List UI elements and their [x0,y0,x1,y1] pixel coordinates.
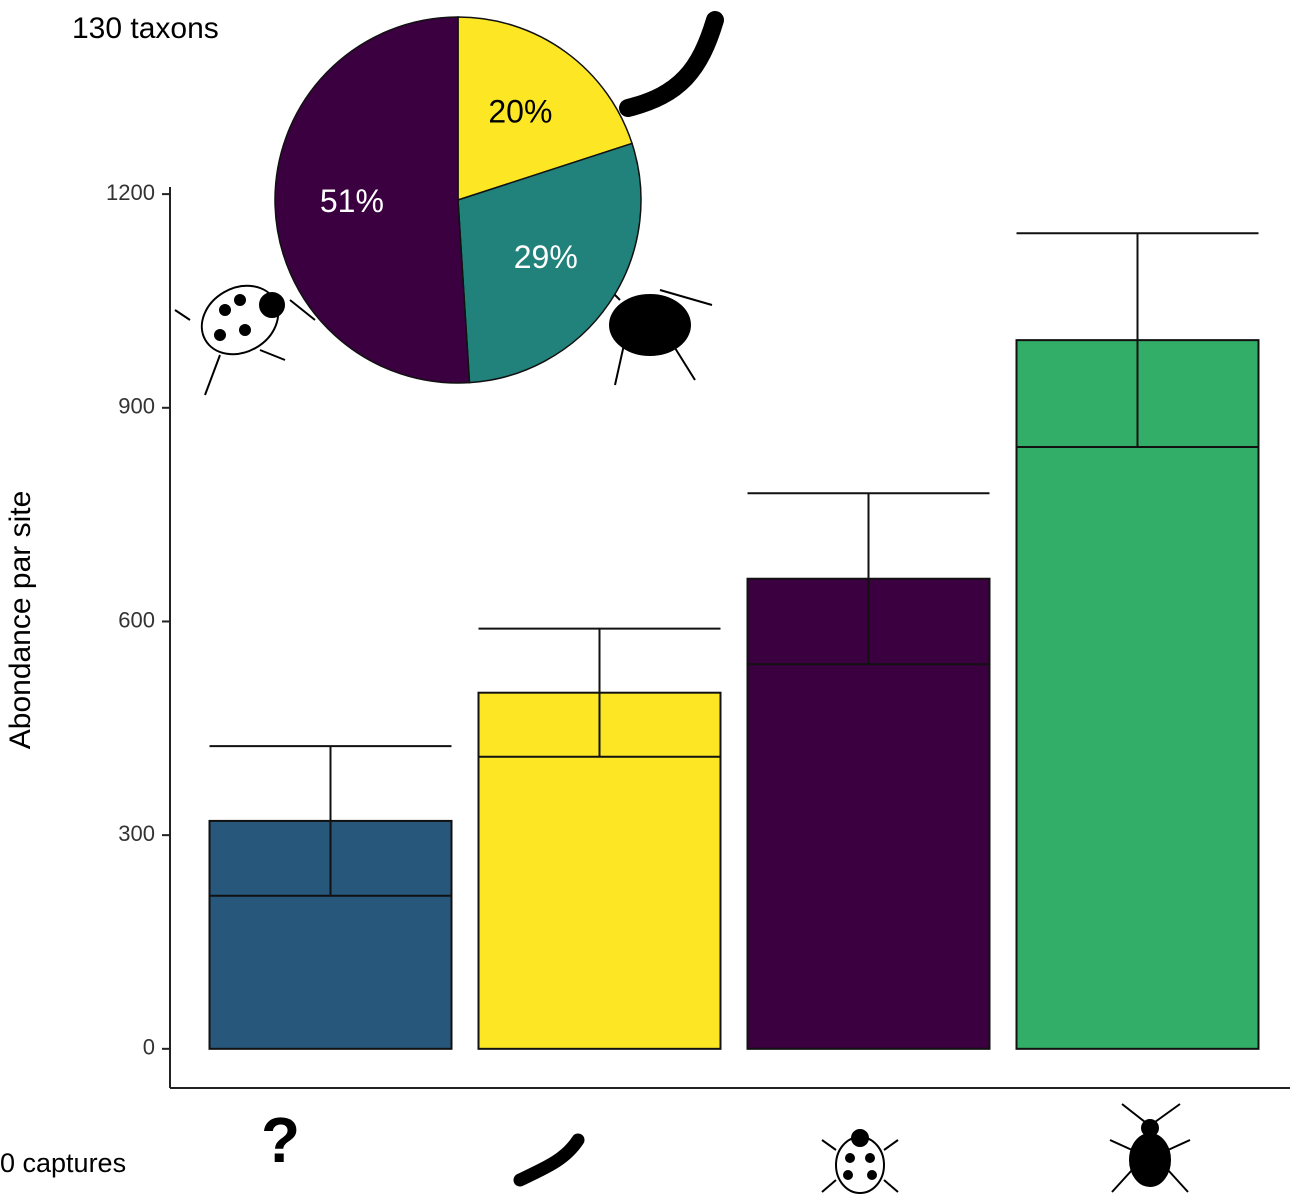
ladybug-icon [174,284,316,396]
ladybug-icon [821,1129,899,1194]
x-tick-label: ? [261,1104,300,1176]
slice-label: 20% [488,94,552,130]
y-tick-label: 900 [118,394,155,419]
y-tick-label: 600 [118,607,155,632]
millipede-icon [513,1133,585,1187]
aphid-icon [599,279,713,386]
annotation: 0 captures [0,1148,126,1178]
y-tick-label: 0 [143,1035,155,1060]
slice-label: 29% [514,239,578,275]
aphid-icon [1109,1103,1191,1193]
y-tick-label: 300 [118,821,155,846]
pie-slice [457,142,642,384]
pie-slice [274,16,471,384]
pie-slice [457,16,633,202]
y-tick-label: 1200 [106,180,155,205]
millipede-icon [619,11,724,117]
slice-label: 51% [320,183,384,219]
pie-title: 130 taxons [72,12,219,45]
y-axis-label: Abondance par site [4,491,37,750]
